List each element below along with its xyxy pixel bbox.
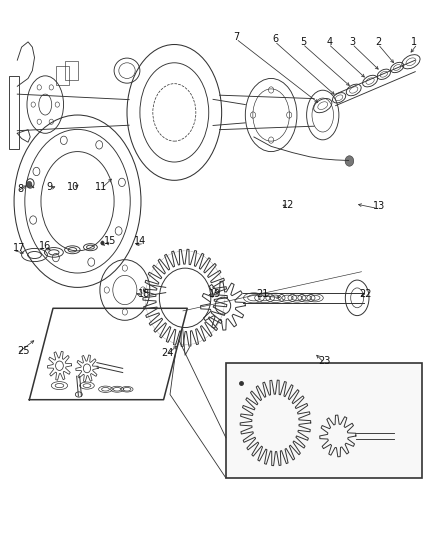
Text: 16: 16 (39, 240, 51, 251)
Text: 14: 14 (134, 237, 146, 246)
Text: 24: 24 (161, 348, 173, 358)
Text: 5: 5 (300, 37, 306, 47)
Text: 17: 17 (13, 243, 25, 253)
Text: 18: 18 (138, 289, 150, 298)
Text: 9: 9 (46, 182, 53, 191)
Text: 6: 6 (272, 34, 278, 44)
Text: 21: 21 (256, 289, 268, 298)
Text: 19: 19 (208, 289, 221, 298)
Text: 4: 4 (325, 37, 332, 47)
Circle shape (101, 241, 104, 245)
Text: 22: 22 (359, 289, 371, 298)
Text: 8: 8 (17, 184, 23, 194)
Text: 2: 2 (374, 37, 381, 47)
Bar (226, 363, 421, 478)
Text: 13: 13 (372, 201, 384, 212)
Bar (56, 67, 69, 85)
Bar (9, 76, 19, 149)
Text: 10: 10 (67, 182, 79, 191)
Text: 11: 11 (95, 182, 107, 191)
Text: 23: 23 (318, 356, 330, 366)
Text: 25: 25 (17, 346, 30, 356)
Text: 12: 12 (282, 200, 294, 210)
Circle shape (27, 181, 32, 188)
Circle shape (344, 156, 353, 166)
Bar (64, 61, 78, 80)
Text: 7: 7 (233, 31, 239, 42)
Text: 15: 15 (103, 237, 116, 246)
Text: 3: 3 (349, 37, 355, 47)
Text: 1: 1 (410, 37, 417, 47)
